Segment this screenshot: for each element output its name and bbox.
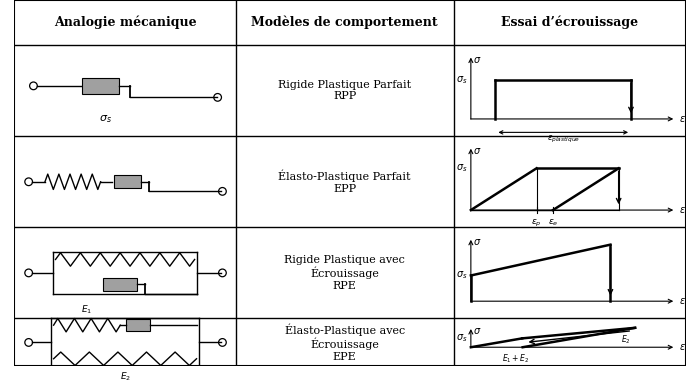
- Text: Analogie mécanique: Analogie mécanique: [54, 16, 197, 29]
- Text: Modèles de comportement: Modèles de comportement: [251, 16, 438, 29]
- Text: $\varepsilon_e$: $\varepsilon_e$: [547, 218, 558, 228]
- Text: $\varepsilon_{plastique}$: $\varepsilon_{plastique}$: [547, 134, 580, 146]
- Text: $\sigma_s$: $\sigma_s$: [456, 74, 468, 86]
- Bar: [83, 78, 119, 94]
- Text: $\varepsilon_p$: $\varepsilon_p$: [531, 218, 542, 229]
- Bar: [125, 319, 150, 331]
- Text: $\sigma_s$: $\sigma_s$: [456, 332, 468, 344]
- Text: $\sigma$: $\sigma$: [473, 326, 481, 336]
- Text: $\sigma$: $\sigma$: [473, 237, 481, 247]
- Text: $\varepsilon$: $\varepsilon$: [679, 205, 686, 215]
- Text: $\sigma$: $\sigma$: [473, 146, 481, 156]
- Text: $\varepsilon$: $\varepsilon$: [679, 342, 686, 352]
- Text: $E_2$: $E_2$: [120, 370, 131, 382]
- Text: Rigide Plastique avec
Écrouissage
RPE: Rigide Plastique avec Écrouissage RPE: [284, 255, 405, 291]
- Text: $\sigma_s$: $\sigma_s$: [99, 113, 112, 125]
- Text: Rigide Plastique Parfait
RPP: Rigide Plastique Parfait RPP: [278, 80, 412, 102]
- Text: $E_2$: $E_2$: [621, 333, 630, 346]
- Bar: [104, 278, 137, 291]
- Text: $\sigma_s$: $\sigma_s$: [456, 162, 468, 174]
- Text: Élasto-Plastique avec
Écrouissage
EPE: Élasto-Plastique avec Écrouissage EPE: [285, 323, 405, 362]
- Text: $\sigma$: $\sigma$: [473, 55, 481, 65]
- Text: $E_1$: $E_1$: [81, 303, 92, 316]
- Text: $\sigma_s$: $\sigma_s$: [456, 270, 468, 282]
- Text: $\varepsilon$: $\varepsilon$: [679, 296, 686, 306]
- Text: $\varepsilon$: $\varepsilon$: [679, 114, 686, 124]
- Bar: [114, 175, 141, 188]
- Text: Élasto-Plastique Parfait
EPP: Élasto-Plastique Parfait EPP: [279, 170, 411, 194]
- Text: $E_1+E_2$: $E_1+E_2$: [503, 353, 530, 366]
- Text: Essai d’écrouissage: Essai d’écrouissage: [501, 16, 638, 29]
